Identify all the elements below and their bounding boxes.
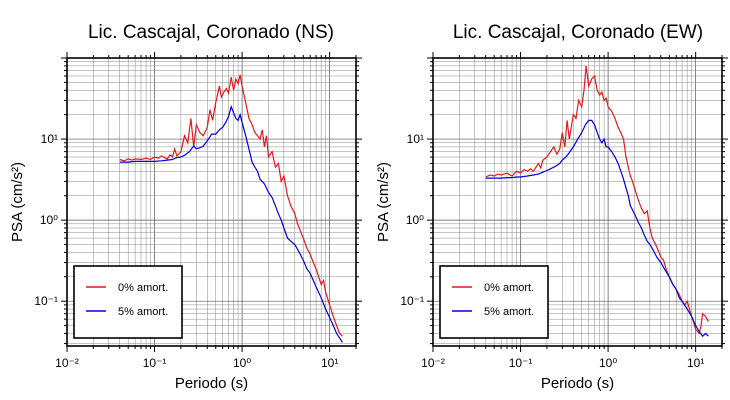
y-axis-label: PSA (cm/s²) — [375, 162, 392, 242]
legend: 0% amort. 5% amort. — [439, 265, 549, 339]
x-tick-label: 10¹ — [687, 356, 704, 370]
y-tick-label: 10⁰ — [406, 213, 424, 227]
y-tick-label: 10¹ — [407, 132, 424, 146]
y-tick-label: 10⁰ — [40, 213, 58, 227]
series-line-amort-5 — [485, 119, 709, 338]
chart-title: Lic. Cascajal, Coronado (EW) — [453, 22, 703, 43]
legend-box — [73, 265, 183, 339]
legend-label-amort-5: 5% amort. — [484, 306, 534, 318]
x-tick-label: 10⁰ — [233, 356, 251, 370]
y-tick-label: 10¹ — [41, 132, 58, 146]
legend: 0% amort. 5% amort. — [73, 265, 183, 339]
legend-box — [439, 265, 549, 339]
x-axis-label: Periodo (s) — [541, 375, 614, 392]
chart-panel-ns: 10⁻² 10⁻¹ 10⁰ 10¹ 10⁻¹ 10⁰ 10¹ Lic. Cascajal, C… — [9, 22, 362, 392]
chart-panel-ew: 10⁻² 10⁻¹ 10⁰ 10¹ 10⁻¹ 10⁰ 10¹ Lic. Cascajal, C… — [375, 22, 728, 392]
x-tick-label: 10⁻² — [421, 356, 445, 370]
y-axis-label: PSA (cm/s²) — [9, 162, 26, 242]
plot-frame — [66, 57, 357, 347]
series-line-amort-0 — [119, 74, 343, 337]
x-tick-label: 10¹ — [321, 356, 338, 370]
chart-title: Lic. Cascajal, Coronado (NS) — [88, 22, 334, 43]
y-tick-label: 10⁻¹ — [400, 294, 424, 308]
grid — [66, 57, 357, 346]
x-tick-label: 10⁻¹ — [143, 356, 167, 370]
x-tick-label: 10⁰ — [599, 356, 617, 370]
plot-frame — [432, 57, 723, 347]
legend-label-amort-0: 0% amort. — [484, 282, 534, 294]
x-tick-label: 10⁻¹ — [509, 356, 533, 370]
x-axis-label: Periodo (s) — [175, 375, 248, 392]
legend-label-amort-0: 0% amort. — [118, 282, 168, 294]
series-line-amort-5 — [119, 104, 343, 343]
legend-label-amort-5: 5% amort. — [118, 306, 168, 318]
y-tick-label: 10⁻¹ — [34, 294, 58, 308]
x-tick-label: 10⁻² — [55, 356, 79, 370]
